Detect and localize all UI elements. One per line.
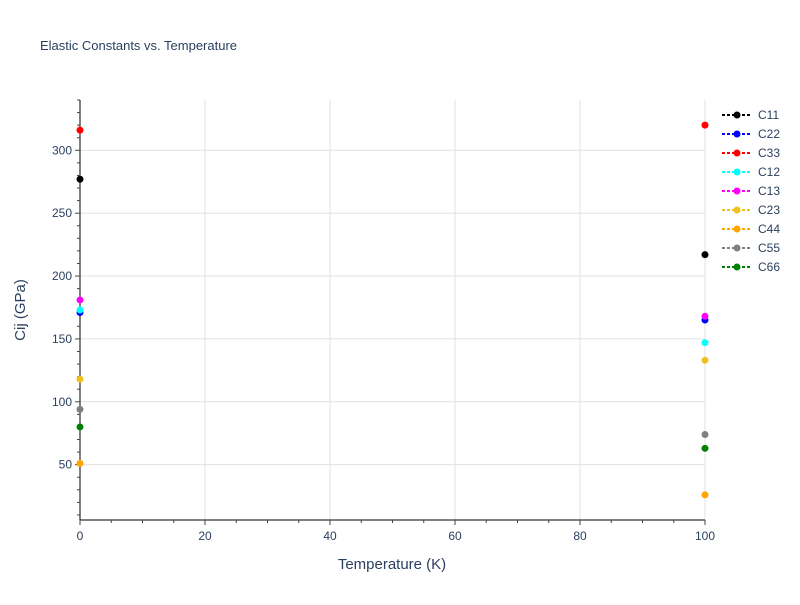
y-tick-label: 100 [52, 395, 72, 409]
point-c13 [76, 296, 84, 304]
legend-label: C12 [758, 165, 780, 179]
x-tick-label: 60 [448, 529, 462, 543]
x-tick-label: 80 [573, 529, 587, 543]
legend-marker [733, 130, 741, 138]
x-tick-label: 0 [77, 529, 84, 543]
point-c33 [701, 121, 709, 129]
y-tick-label: 50 [59, 458, 73, 472]
point-c55 [76, 405, 84, 413]
legend-marker [733, 263, 741, 271]
legend-label: C13 [758, 184, 780, 198]
point-c55 [701, 430, 709, 438]
point-c33 [76, 126, 84, 134]
grid [80, 100, 706, 520]
legend-marker [733, 187, 741, 195]
point-c66 [76, 423, 84, 431]
legend-item-c23[interactable]: C23 [722, 203, 780, 217]
legend-item-c44[interactable]: C44 [722, 222, 780, 236]
x-tick-label: 20 [198, 529, 212, 543]
axes: 0 20 40 60 80 100 50 100 150 200 250 300 [52, 99, 715, 543]
point-c11 [701, 251, 709, 259]
chart-title: Elastic Constants vs. Temperature [40, 38, 237, 53]
legend-label: C55 [758, 241, 780, 255]
legend-label: C11 [758, 108, 779, 122]
legend-item-c12[interactable]: C12 [722, 165, 780, 179]
legend-marker [733, 225, 741, 233]
legend-marker [733, 149, 741, 157]
legend-item-c13[interactable]: C13 [722, 184, 780, 198]
point-c44 [76, 459, 84, 467]
y-axis-label: Cij (GPa) [12, 279, 29, 341]
legend-marker [733, 244, 741, 252]
point-c23 [76, 375, 84, 383]
legend-label: C33 [758, 146, 780, 160]
data-points [76, 121, 709, 499]
legend-item-c55[interactable]: C55 [722, 241, 780, 255]
legend-label: C44 [758, 222, 780, 236]
point-c66 [701, 444, 709, 452]
legend-label: C66 [758, 260, 780, 274]
legend-label: C23 [758, 203, 780, 217]
y-tick-label: 300 [52, 143, 72, 157]
legend-marker [733, 206, 741, 214]
point-c11 [76, 175, 84, 183]
x-tick-label: 40 [323, 529, 337, 543]
y-tick-label: 250 [52, 206, 72, 220]
legend-label: C22 [758, 127, 780, 141]
legend-item-c22[interactable]: C22 [722, 127, 780, 141]
legend[interactable]: C11 C22 C33 C12 C13 C23 C44 C55 C66 [722, 108, 780, 274]
y-tick-label: 150 [52, 332, 72, 346]
legend-item-c33[interactable]: C33 [722, 146, 780, 160]
legend-item-c66[interactable]: C66 [722, 260, 780, 274]
legend-marker [733, 111, 741, 119]
point-c13 [701, 312, 709, 320]
legend-marker [733, 168, 741, 176]
point-c44 [701, 491, 709, 499]
legend-item-c11[interactable]: C11 [722, 108, 779, 122]
x-tick-label: 100 [695, 529, 715, 543]
point-c12 [76, 306, 84, 314]
point-c12 [701, 339, 709, 347]
x-axis-label: Temperature (K) [338, 556, 446, 573]
y-tick-label: 200 [52, 269, 72, 283]
point-c23 [701, 356, 709, 364]
